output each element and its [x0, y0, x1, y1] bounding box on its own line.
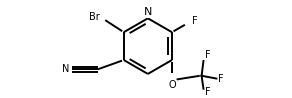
Text: N: N	[144, 7, 152, 17]
Text: Br: Br	[89, 12, 100, 22]
Text: F: F	[205, 50, 211, 60]
Text: F: F	[218, 74, 224, 84]
Text: O: O	[168, 80, 176, 90]
Text: N: N	[62, 64, 69, 74]
Text: F: F	[192, 16, 198, 26]
Text: F: F	[205, 87, 211, 98]
